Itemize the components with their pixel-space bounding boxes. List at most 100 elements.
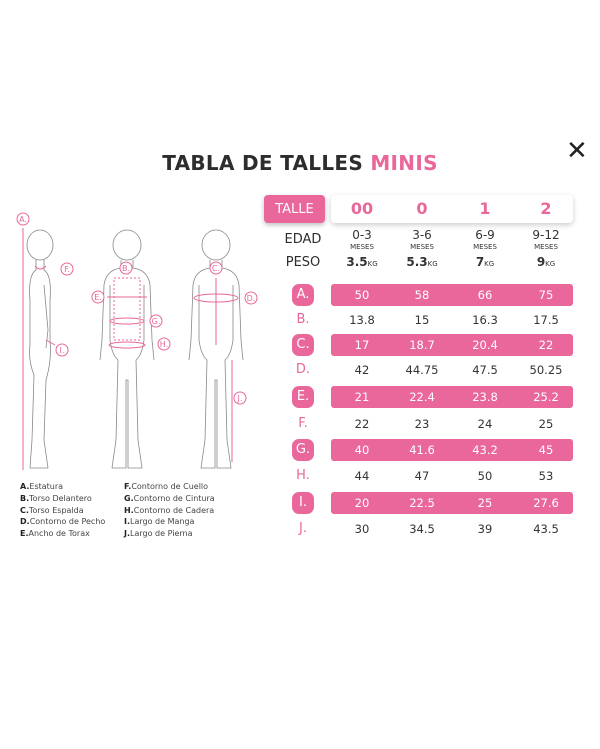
age-value: 3-6 MESES [392, 229, 452, 253]
weight-value: 3.5KG [332, 255, 392, 269]
table-cell: 20.4 [472, 338, 498, 352]
age-value: 0-3 MESES [332, 229, 392, 253]
label-marker: F. [60, 262, 74, 276]
age-range: 9-12 [532, 228, 560, 242]
size-column-header[interactable]: 2 [540, 199, 552, 218]
age-unit: MESES [473, 243, 497, 251]
svg-text:A.: A. [19, 215, 27, 224]
size-header-bar [331, 195, 573, 223]
table-cell: 44 [354, 469, 370, 483]
size-column-header[interactable]: 0 [416, 199, 428, 218]
size-column-header[interactable]: 00 [350, 199, 374, 218]
legend-key: E. [20, 529, 29, 539]
svg-text:E.: E. [94, 293, 102, 302]
legend-item: F.Contorno de Cuello [124, 481, 215, 493]
table-cell: 47.5 [472, 363, 498, 377]
legend-item: B.Torso Delantero [20, 493, 105, 505]
table-cell: 58 [414, 288, 430, 302]
page-title: TABLA DE TALLES MINIS [0, 151, 600, 175]
weight-number: 9 [536, 255, 546, 269]
table-cell: 50.25 [529, 363, 563, 377]
weight-unit: KG [367, 260, 378, 268]
row-letter: I. [292, 492, 314, 514]
weight-unit: KG [484, 260, 495, 268]
legend-text: Contorno de Pecho [29, 517, 106, 527]
table-cell: 39 [477, 522, 493, 536]
table-cell: 22 [538, 338, 554, 352]
table-cell: 53 [538, 469, 554, 483]
weight-number: 5.3 [406, 255, 428, 269]
label-marker: A. [16, 212, 30, 226]
row-highlight-bar [331, 386, 573, 408]
row-letter: B. [296, 312, 310, 327]
table-cell: 23 [414, 417, 430, 431]
legend-text: Ancho de Torax [28, 529, 90, 539]
table-cell: 24 [477, 417, 493, 431]
row-letter: C. [292, 334, 314, 356]
row-letter: J. [299, 521, 307, 536]
table-cell: 17 [354, 338, 370, 352]
age-range: 6-9 [475, 228, 495, 242]
edad-label: EDAD [284, 232, 322, 247]
age-range: 3-6 [412, 228, 432, 242]
row-letter: D. [295, 362, 311, 377]
legend-key: B. [20, 493, 30, 503]
table-cell: 25.2 [533, 390, 559, 404]
table-cell: 18.7 [409, 338, 435, 352]
legend-text: Largo de Pierna [130, 529, 193, 539]
age-value: 6-9 MESES [455, 229, 515, 253]
legend-key: H. [124, 505, 134, 515]
legend-item: J.Largo de Pierna [124, 528, 215, 540]
legend-text: Estatura [29, 482, 64, 491]
legend-key: C. [20, 505, 29, 515]
table-cell: 13.8 [349, 313, 375, 327]
title-accent: MINIS [370, 151, 438, 175]
weight-value: 5.3KG [392, 255, 452, 269]
table-cell: 15 [414, 313, 430, 327]
table-cell: 47 [414, 469, 430, 483]
label-marker: B. [119, 261, 133, 275]
row-highlight-bar [331, 439, 573, 461]
age-unit: MESES [410, 243, 434, 251]
table-cell: 40 [354, 443, 370, 457]
svg-text:D.: D. [247, 294, 256, 303]
label-marker: E. [91, 290, 105, 304]
weight-unit: KG [545, 260, 556, 268]
table-cell: 16.3 [472, 313, 498, 327]
label-marker: J. [233, 391, 247, 405]
legend-key: D. [20, 517, 30, 527]
table-cell: 66 [477, 288, 493, 302]
row-highlight-bar [331, 492, 573, 514]
table-cell: 22.4 [409, 390, 435, 404]
legend-text: Contorno de Cuello [131, 482, 209, 491]
legend-text: Torso Espalda [28, 505, 84, 515]
size-column-header[interactable]: 1 [479, 199, 491, 218]
age-unit: MESES [534, 243, 558, 251]
row-letter: E. [292, 386, 314, 408]
table-cell: 43.2 [472, 443, 498, 457]
legend-key: G. [124, 493, 134, 503]
svg-text:B.: B. [122, 264, 130, 273]
table-cell: 50 [477, 469, 493, 483]
talle-label: TALLE [264, 195, 325, 223]
close-icon[interactable]: ✕ [566, 136, 588, 166]
label-marker: G. [149, 314, 163, 328]
legend-key: I. [124, 517, 131, 527]
table-cell: 17.5 [533, 313, 559, 327]
weight-unit: KG [427, 260, 438, 268]
legend-text: Contorno de Cintura [133, 493, 215, 503]
row-highlight-bar [331, 334, 573, 356]
svg-text:H.: H. [160, 340, 168, 349]
legend-right: F.Contorno de Cuello G.Contorno de Cintur… [124, 481, 215, 540]
age-value: 9-12 MESES [516, 229, 576, 253]
legend-item: D.Contorno de Pecho [20, 516, 105, 528]
row-letter: G. [292, 439, 314, 461]
table-cell: 34.5 [409, 522, 435, 536]
legend-item: G.Contorno de Cintura [124, 493, 215, 505]
table-cell: 27.6 [533, 496, 559, 510]
table-cell: 21 [354, 390, 370, 404]
svg-text:C.: C. [212, 264, 220, 273]
body-figures-illustration: A. F. I. B. E. G. H. C. D. J. [16, 212, 258, 470]
legend-text: Contorno de Cadera [133, 505, 215, 515]
legend-text: Torso Delantero [29, 493, 92, 503]
